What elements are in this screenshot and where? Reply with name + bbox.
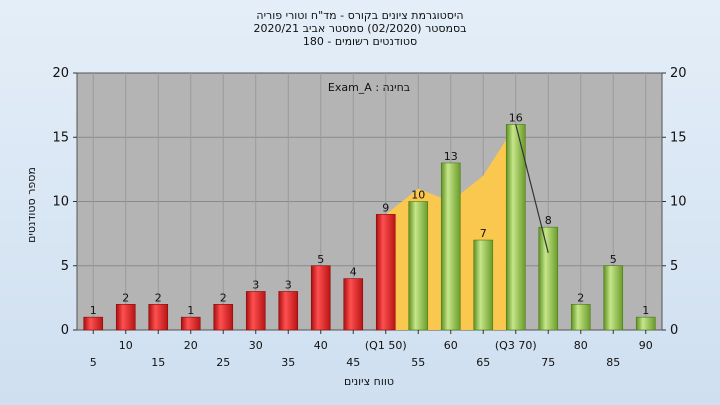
data-label: 2 (220, 291, 227, 304)
y-tick-label-left: 0 (61, 323, 69, 338)
x-tick-label: (Q1 50) (365, 339, 407, 352)
y-tick-label-right: 20 (670, 66, 687, 81)
bar-(Q1 50) (375, 214, 396, 331)
bar-25 (213, 303, 234, 331)
chart-title-line-2: בסמסטר (02/2020) סמסטר אביב 2020/21 (253, 22, 467, 35)
bar-75 (538, 226, 559, 331)
bar-(Q3 70) (505, 124, 526, 331)
data-label: 1 (642, 304, 649, 317)
y-tick-label-right: 15 (670, 130, 687, 145)
data-label: 8 (545, 214, 552, 227)
bar-65 (473, 239, 494, 331)
x-tick-label: 90 (639, 339, 653, 352)
bar-10 (115, 303, 136, 331)
x-tick-label: 55 (411, 356, 425, 369)
data-label: 5 (610, 253, 617, 266)
x-tick-label: 65 (476, 356, 490, 369)
x-tick-label: (Q3 70) (495, 339, 537, 352)
data-label: 13 (444, 150, 458, 163)
bar-80 (570, 303, 591, 331)
x-tick-label: 10 (119, 339, 133, 352)
data-label: 10 (411, 189, 425, 202)
y-tick-label-left: 10 (52, 195, 69, 210)
bar-85 (603, 265, 624, 331)
x-tick-label: 15 (151, 356, 165, 369)
x-tick-label: 60 (444, 339, 458, 352)
x-tick-label: 20 (184, 339, 198, 352)
bar-5 (83, 316, 104, 331)
y-tick-label-right: 0 (670, 323, 678, 338)
x-tick-label: 75 (541, 356, 555, 369)
chart-title-line-1: היסטוגרמת ציונים בקורס - מד"ח וטורי פורי… (256, 9, 464, 22)
x-tick-label: 30 (249, 339, 263, 352)
bar-45 (343, 278, 364, 331)
bars-layer (83, 124, 656, 331)
y-tick-label-left: 5 (61, 259, 69, 274)
data-label: 7 (480, 227, 487, 240)
data-label: 16 (509, 111, 523, 124)
data-labels-layer: 1 2 2 1 2 3 3 5 4 9 10 13 7 16 8 2 5 1 (90, 111, 650, 317)
bar-55 (408, 201, 429, 331)
data-label: 1 (187, 304, 194, 317)
data-label: 3 (252, 278, 259, 291)
data-label: 3 (285, 278, 292, 291)
bar-15 (148, 303, 169, 331)
data-label: 4 (350, 266, 357, 279)
x-tick-label: 85 (606, 356, 620, 369)
bar-40 (310, 265, 331, 331)
bar-35 (278, 291, 299, 331)
data-label: 2 (122, 291, 129, 304)
bar-90 (635, 316, 656, 331)
y-tick-label-left: 20 (52, 66, 69, 81)
bar-20 (180, 316, 201, 331)
x-tick-label: 40 (314, 339, 328, 352)
x-tick-label: 80 (574, 339, 588, 352)
data-label: 1 (90, 304, 97, 317)
exam-label: בחינה : Exam_A (328, 81, 410, 94)
y-tick-label-right: 5 (670, 259, 678, 274)
data-label: 9 (382, 201, 389, 214)
data-label: 5 (317, 253, 324, 266)
x-tick-label: 25 (216, 356, 230, 369)
x-axis-title: טווח ציונים (344, 375, 394, 388)
chart-title-line-3: סטודנטים רשומים - 180 (302, 35, 418, 48)
y-tick-label-right: 10 (670, 195, 687, 210)
y-tick-label-left: 15 (52, 130, 69, 145)
x-tick-label: 45 (346, 356, 360, 369)
trend-line-layer (515, 124, 549, 254)
y-axis-title: מספר סטודנטים (25, 167, 38, 243)
data-label: 2 (577, 291, 584, 304)
bar-60 (440, 162, 461, 331)
trend-line (515, 124, 549, 254)
bar-30 (245, 291, 266, 331)
data-label: 2 (155, 291, 162, 304)
x-tick-label: 35 (281, 356, 295, 369)
x-tick-label: 5 (90, 356, 97, 369)
